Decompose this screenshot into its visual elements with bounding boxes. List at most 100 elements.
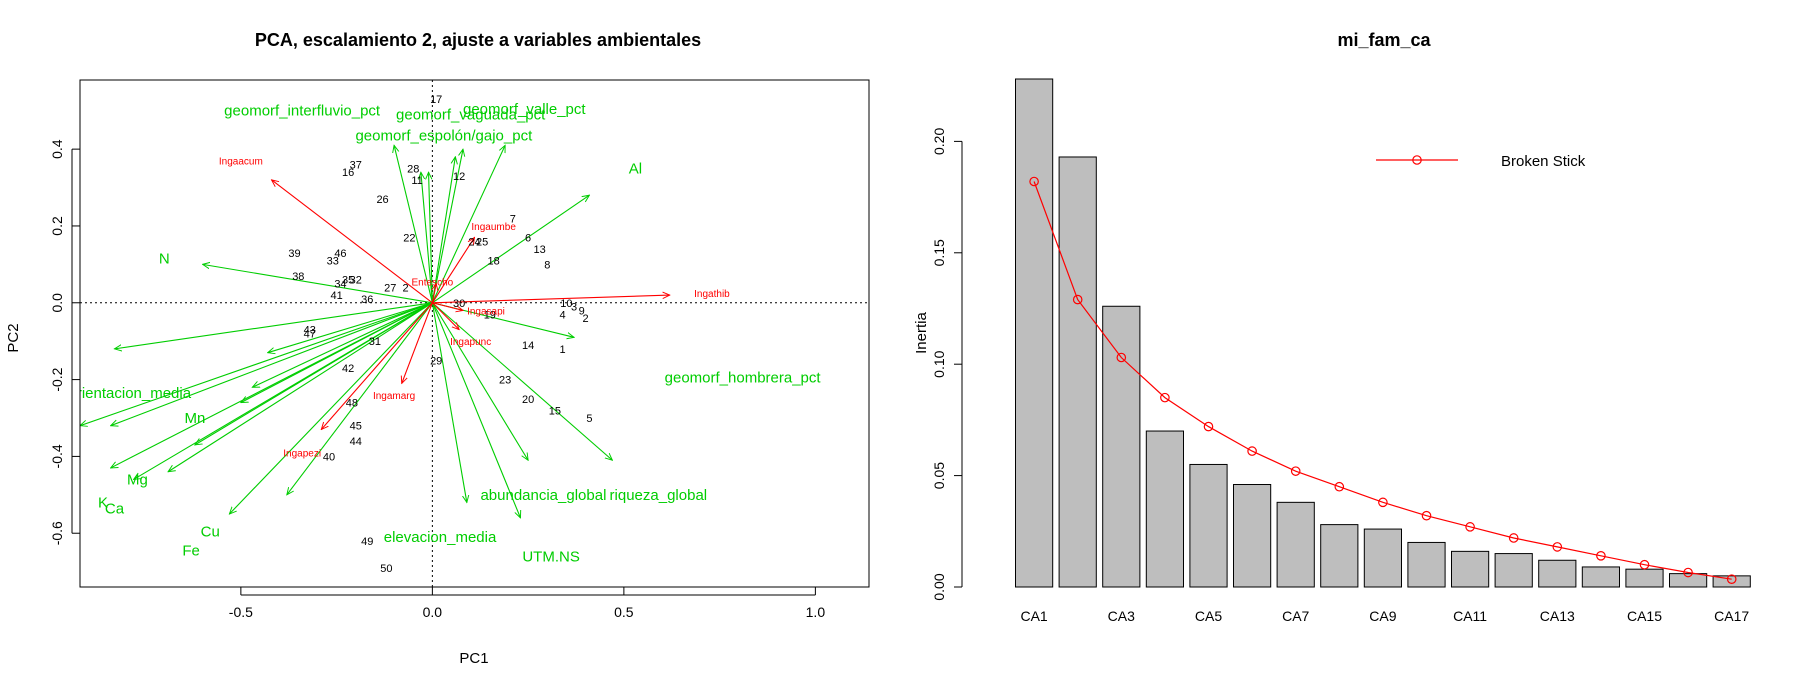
pca-biplot-panel: PCA, escalamiento 2, ajuste a variables …	[5, 30, 870, 667]
site-label: 26	[376, 194, 388, 206]
bar-CA14	[1581, 566, 1621, 588]
site-label: 36	[361, 294, 373, 306]
site-label: 7	[510, 213, 516, 225]
species-arrow	[431, 302, 459, 330]
broken-stick-point	[1552, 542, 1563, 552]
broken-stick-point	[1116, 352, 1127, 363]
site-label: 43	[304, 325, 316, 337]
bar-CA10	[1407, 541, 1446, 588]
species-arrow	[432, 302, 463, 311]
env-arrow	[432, 195, 589, 304]
site-label: 3	[571, 302, 577, 314]
bar-CA4	[1145, 430, 1185, 588]
site-label: 16	[342, 167, 354, 179]
env-label: abundancia_global	[480, 487, 606, 504]
site-label: 9	[579, 305, 585, 317]
broken-stick-point	[1508, 533, 1519, 543]
broken-stick-point	[1334, 481, 1345, 492]
site-label: 35	[342, 275, 354, 287]
ca-x-axis-labels: CA1 CA3 CA5 CA7 CA9 CA11 CA13 CA15 CA17	[1020, 608, 1749, 624]
env-label: Mn	[184, 410, 205, 427]
site-label: 2	[402, 282, 408, 294]
pca-xlabel: PC1	[459, 650, 488, 667]
y-tick-label: -0.2	[49, 367, 65, 391]
legend-marker	[1412, 155, 1422, 165]
bar-CA15	[1625, 568, 1664, 588]
site-label: 15	[549, 405, 561, 417]
pca-y-axis: -0.6 -0.4 -0.2 0.0 0.2 0.4	[49, 139, 80, 545]
site-label: 19	[484, 309, 496, 321]
env-arrow	[431, 302, 466, 503]
site-label: 46	[334, 248, 346, 260]
site-label: 39	[288, 248, 300, 260]
site-label: 29	[430, 355, 442, 367]
site-label: 31	[369, 336, 381, 348]
env-label: elevacion_media	[384, 529, 497, 546]
site-label: 20	[522, 394, 534, 406]
bar-CA17	[1712, 575, 1751, 588]
site-label: 17	[430, 94, 442, 106]
env-label: geomorf_vaguada_pct	[396, 107, 546, 124]
site-label: 40	[323, 451, 335, 463]
env-arrow	[431, 302, 520, 518]
env-arrow	[429, 172, 433, 303]
env-label: Ca	[105, 500, 125, 517]
site-label: 34	[334, 279, 346, 291]
x-tick-label: CA11	[1453, 608, 1487, 624]
env-label: N	[159, 251, 170, 268]
pca-ylabel: PC2	[5, 323, 22, 352]
site-label: 8	[544, 259, 550, 271]
ca-title: mi_fam_ca	[1337, 30, 1431, 50]
bar-CA8	[1320, 524, 1359, 588]
env-label: orientacion_media	[69, 385, 192, 402]
legend-label: Broken Stick	[1501, 153, 1586, 170]
pca-title: PCA, escalamiento 2, ajuste a variables …	[255, 30, 701, 50]
bar-CA3	[1102, 305, 1141, 588]
site-label: 6	[525, 232, 531, 244]
pca-x-axis: -0.5 0.0 0.5 1.0	[229, 587, 825, 620]
species-label: Ingapezi	[283, 449, 321, 460]
ca-legend: Broken Stick	[1376, 153, 1586, 170]
site-label: 28	[407, 163, 419, 175]
broken-stick-point	[1378, 497, 1388, 508]
broken-stick-point	[1683, 567, 1693, 578]
x-tick-label: CA9	[1369, 608, 1396, 624]
x-tick-label: CA3	[1108, 608, 1135, 624]
env-arrow	[421, 172, 433, 303]
y-tick-label: 0.15	[931, 239, 947, 266]
broken-stick-point	[1203, 421, 1214, 432]
site-label: 42	[342, 363, 354, 375]
species-label: Ingaumbe	[471, 222, 516, 233]
species-label: Ingaacum	[219, 157, 263, 168]
species-arrow	[272, 180, 433, 304]
broken-stick-point	[1421, 510, 1432, 521]
y-tick-label: 0.0	[49, 293, 65, 313]
site-label: 1	[560, 344, 566, 356]
broken-stick-point	[1465, 522, 1475, 532]
env-label: Cu	[201, 523, 220, 540]
species-label: Ingathib	[694, 289, 730, 300]
env-arrow	[134, 302, 433, 480]
bar-CA6	[1233, 484, 1272, 588]
x-tick-label: CA13	[1540, 608, 1575, 624]
y-tick-label: 0.2	[49, 216, 65, 236]
env-vector-arrows	[80, 145, 612, 518]
ca-inertia-panel: mi_fam_ca Inertia 0.00 0.05 0.10 0.15 0.20 C…	[913, 30, 1751, 624]
site-label: 13	[533, 244, 545, 256]
broken-stick-point	[1160, 392, 1170, 403]
site-label: 25	[476, 236, 488, 248]
env-label: geomorf_interfluvio_pct	[224, 103, 381, 120]
env-arrow	[114, 302, 433, 349]
bar-CA9	[1363, 528, 1403, 588]
x-tick-label: CA15	[1627, 608, 1662, 624]
species-arrow	[432, 295, 669, 304]
ca-y-axis: 0.00 0.05 0.10 0.15 0.20	[931, 128, 963, 601]
pca-reference-lines	[80, 80, 869, 587]
env-arrow	[431, 157, 455, 303]
broken-stick-point	[1596, 551, 1606, 561]
site-label: 11	[411, 175, 422, 187]
site-label: 27	[384, 282, 396, 294]
species-arrow	[432, 284, 436, 303]
env-label: K	[98, 495, 108, 512]
site-label: 4	[560, 309, 566, 321]
